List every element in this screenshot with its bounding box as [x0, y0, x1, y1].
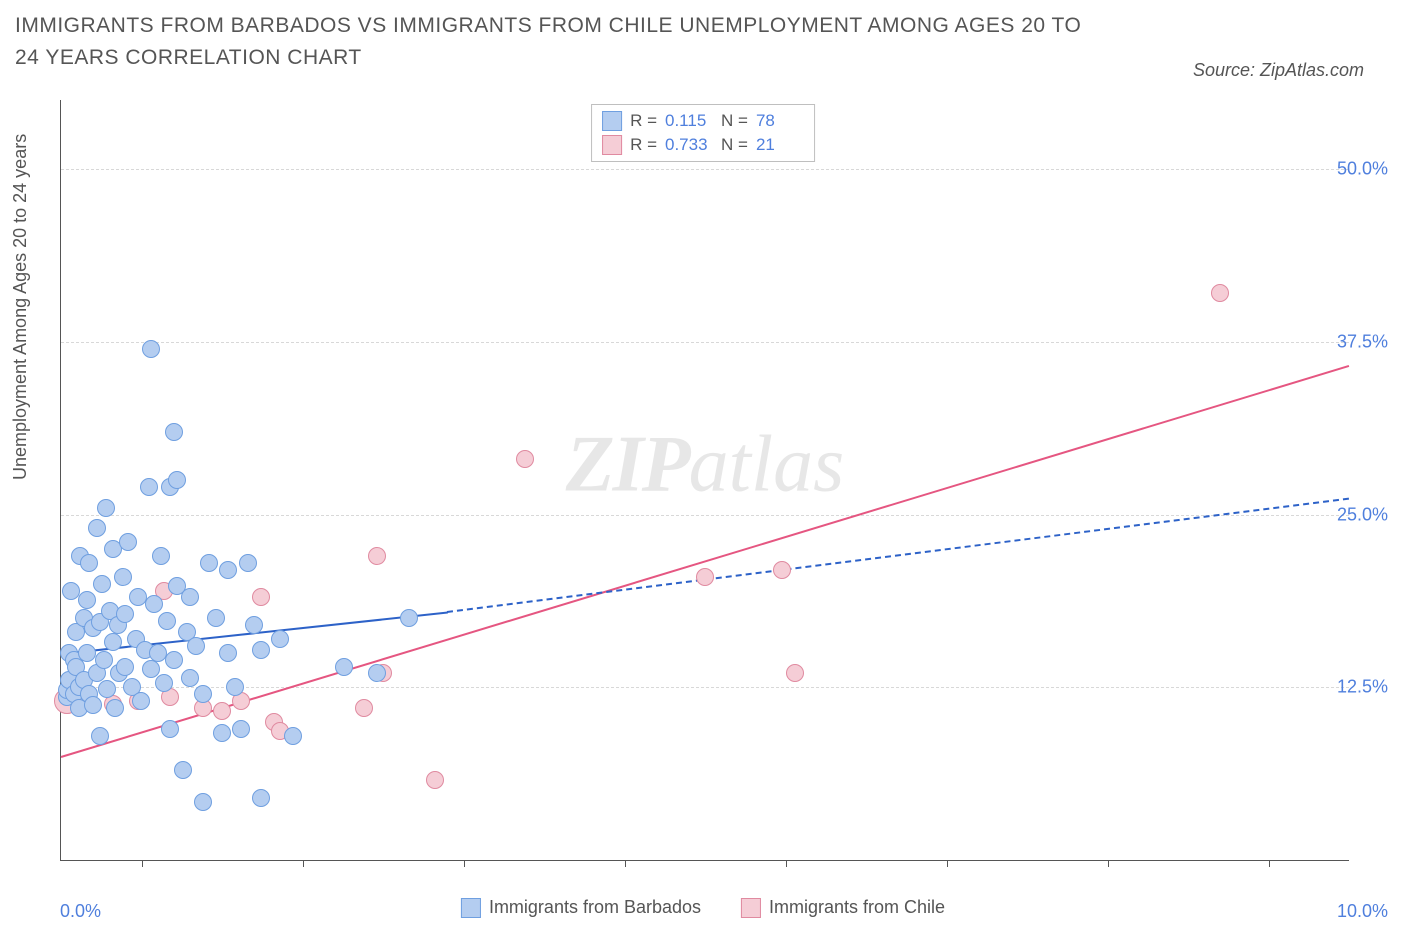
data-point: [149, 644, 167, 662]
data-point: [80, 554, 98, 572]
data-point: [696, 568, 714, 586]
data-point: [78, 644, 96, 662]
data-point: [104, 633, 122, 651]
data-point: [142, 340, 160, 358]
data-point: [207, 609, 225, 627]
y-tick-label: 37.5%: [1337, 331, 1388, 352]
data-point: [140, 478, 158, 496]
data-point: [232, 720, 250, 738]
data-point: [181, 669, 199, 687]
data-point: [106, 699, 124, 717]
data-point: [165, 651, 183, 669]
data-point: [116, 658, 134, 676]
gridline: [61, 687, 1349, 688]
x-tick: [625, 860, 626, 867]
chart-title: IMMIGRANTS FROM BARBADOS VS IMMIGRANTS F…: [15, 10, 1105, 73]
plot-area: ZIPatlas: [60, 100, 1349, 861]
stats-row-chile: R = 0.733 N = 21: [602, 133, 804, 157]
data-point: [252, 588, 270, 606]
data-point: [213, 724, 231, 742]
stats-legend: R = 0.115 N = 78 R = 0.733 N = 21: [591, 104, 815, 162]
data-point: [181, 588, 199, 606]
data-point: [252, 789, 270, 807]
x-tick: [947, 860, 948, 867]
legend-item-barbados: Immigrants from Barbados: [461, 897, 701, 918]
data-point: [91, 727, 109, 745]
data-point: [426, 771, 444, 789]
data-point: [95, 651, 113, 669]
data-point: [1211, 284, 1229, 302]
data-point: [168, 471, 186, 489]
x-axis-min-label: 0.0%: [60, 901, 101, 922]
data-point: [116, 605, 134, 623]
data-point: [516, 450, 534, 468]
data-point: [119, 533, 137, 551]
data-point: [200, 554, 218, 572]
swatch-barbados-icon: [602, 111, 622, 131]
x-axis-max-label: 10.0%: [1337, 901, 1388, 922]
data-point: [239, 554, 257, 572]
data-point: [88, 519, 106, 537]
data-point: [368, 664, 386, 682]
x-tick: [142, 860, 143, 867]
x-tick: [786, 860, 787, 867]
data-point: [93, 575, 111, 593]
data-point: [132, 692, 150, 710]
x-tick: [303, 860, 304, 867]
data-point: [213, 702, 231, 720]
y-axis-title: Unemployment Among Ages 20 to 24 years: [10, 134, 31, 480]
data-point: [245, 616, 263, 634]
data-point: [161, 720, 179, 738]
y-tick-label: 50.0%: [1337, 159, 1388, 180]
data-point: [355, 699, 373, 717]
series-legend: Immigrants from Barbados Immigrants from…: [461, 897, 945, 918]
data-point: [400, 609, 418, 627]
swatch-chile-icon: [602, 135, 622, 155]
data-point: [97, 499, 115, 517]
swatch-chile-icon: [741, 898, 761, 918]
source-label: Source: ZipAtlas.com: [1193, 60, 1364, 81]
data-point: [194, 685, 212, 703]
y-tick-label: 12.5%: [1337, 677, 1388, 698]
y-tick-label: 25.0%: [1337, 504, 1388, 525]
data-point: [226, 678, 244, 696]
data-point: [155, 674, 173, 692]
data-point: [165, 423, 183, 441]
data-point: [271, 630, 289, 648]
data-point: [84, 696, 102, 714]
data-point: [335, 658, 353, 676]
x-tick: [464, 860, 465, 867]
data-point: [219, 561, 237, 579]
data-point: [98, 680, 116, 698]
gridline: [61, 515, 1349, 516]
data-point: [368, 547, 386, 565]
watermark: ZIPatlas: [566, 419, 844, 510]
legend-item-chile: Immigrants from Chile: [741, 897, 945, 918]
data-point: [114, 568, 132, 586]
stats-row-barbados: R = 0.115 N = 78: [602, 109, 804, 133]
legend-label: Immigrants from Chile: [769, 897, 945, 918]
gridline: [61, 342, 1349, 343]
legend-label: Immigrants from Barbados: [489, 897, 701, 918]
data-point: [152, 547, 170, 565]
data-point: [773, 561, 791, 579]
swatch-barbados-icon: [461, 898, 481, 918]
data-point: [187, 637, 205, 655]
data-point: [158, 612, 176, 630]
data-point: [284, 727, 302, 745]
x-tick: [1108, 860, 1109, 867]
data-point: [78, 591, 96, 609]
data-point: [174, 761, 192, 779]
data-point: [194, 793, 212, 811]
data-point: [252, 641, 270, 659]
data-point: [145, 595, 163, 613]
data-point: [786, 664, 804, 682]
data-point: [219, 644, 237, 662]
gridline: [61, 169, 1349, 170]
x-tick: [1269, 860, 1270, 867]
